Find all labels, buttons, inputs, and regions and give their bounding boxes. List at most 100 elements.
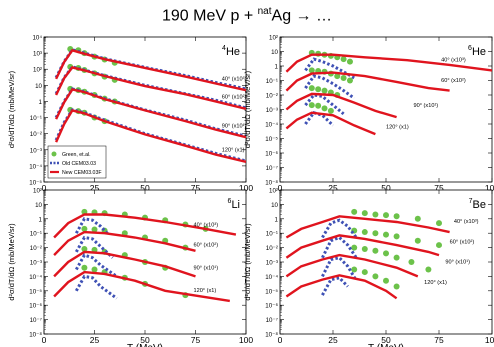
x-tick-label: 0 [42,183,47,193]
angle-annotation: 40° (x10³) [454,219,479,225]
old-cem-curve [321,235,358,259]
angle-annotation: 60° (x10²) [222,95,247,101]
panel-label-main: Li [231,199,240,211]
new-cem-curve [285,71,450,92]
x-tick-label: 50 [140,183,150,193]
x-tick-label: 75 [434,335,444,345]
new-cem-curve [285,92,397,119]
y-tick-label: 10⁻⁸ [265,332,278,339]
new-cem-curve [285,234,440,259]
data-point [81,225,88,232]
data-point [308,102,315,109]
new-cem-curve [53,213,237,239]
new-cem-curve [55,109,246,163]
y-tick-label: 10⁻² [266,93,278,100]
x-tick-label: 100 [485,183,494,193]
data-point [91,226,98,233]
x-tick-label: 100 [239,183,253,193]
data-point [308,67,315,74]
legend-entry: New CEM03.03F [62,170,102,176]
data-point [372,247,379,254]
panel-label-main: He [472,46,486,58]
angle-annotation: 120° (x1) [193,288,216,294]
angle-annotation: 40° (x10³) [193,222,218,228]
x-tick-label: 100 [239,335,253,345]
data-point [393,254,400,261]
angle-annotation: 90° (x10¹) [445,259,470,265]
y-tick-label: 10⁻⁵ [265,288,278,295]
y-tick-label: 10⁻⁵ [29,180,42,187]
panel-label: 7Be [469,198,486,211]
data-point [383,212,389,219]
panel-label: 6He [468,45,486,58]
figure-title-suffix: Ag → … [271,7,332,25]
new-cem-curve [53,230,196,256]
data-point [315,102,322,109]
y-tick-label: 10⁻⁵ [29,288,42,295]
data-point [414,237,421,244]
data-point [383,277,389,284]
plot-content [285,49,492,136]
angle-annotation: 90° (x10¹) [222,123,247,129]
y-axis-label: d²σ/dT/dΩ (mb/MeV/sr) [243,223,252,301]
data-point [346,77,353,84]
angle-annotation: 120° (x1) [222,147,245,153]
legend-entry: Green, et.al. [62,152,91,158]
old-cem-curve [304,110,335,127]
y-tick-label: 10⁻¹ [30,231,42,238]
angle-annotation: 40° (x10³) [222,76,247,82]
angle-annotation: 120° (x1) [424,280,447,286]
panel-label-main: He [226,46,240,58]
figure-title: 190 MeV p + natAg → … [0,6,494,25]
y-tick-label: 10⁻⁸ [265,180,278,187]
y-tick-label: 10⁻² [30,131,42,138]
y-tick-label: 10⁻⁷ [266,165,278,172]
y-tick-label: 10² [33,188,42,195]
new-cem-curve [285,111,376,136]
data-point [334,73,341,80]
x-tick-label: 25 [328,335,338,345]
new-cem-curve [55,48,246,92]
data-point [408,259,415,265]
data-point [372,273,379,280]
data-point [315,86,322,93]
y-tick-label: 10 [35,83,42,90]
data-point [308,85,315,92]
angle-annotation: 60° (x10²) [193,242,218,248]
new-cem-curve [285,215,450,239]
y-tick-label: 10⁻¹ [266,231,278,238]
y-tick-label: 1 [39,99,43,106]
panel-6Li: 10⁻⁸ 10⁻⁷ 10⁻⁶ 10⁻⁵ 10⁻⁴ 10⁻³ 10⁻² 10⁻¹ 1 10 10² 0 2… [7,188,253,347]
x-tick-label: 100 [485,335,494,345]
x-tick-label: 25 [90,183,100,193]
data-point [383,231,389,238]
data-point [361,229,368,236]
y-tick-label: 10⁻³ [266,107,278,114]
panel-label-sup: 6 [228,198,232,205]
angle-annotation: 60° (x10²) [441,78,466,84]
x-tick-label: 0 [278,183,283,193]
data-point [383,250,389,257]
y-tick-label: 10⁻⁶ [265,151,278,158]
y-tick-label: 10⁻³ [30,147,42,154]
y-tick-label: 10 [271,49,278,56]
old-cem-curve [74,217,110,236]
new-cem-curve [285,253,419,278]
data-point [372,211,379,218]
x-tick-label: 50 [140,335,150,345]
y-tick-label: 1 [275,64,279,71]
y-tick-label: 10⁻³ [266,260,278,267]
panel-label-main: Be [473,199,486,211]
old-cem-curve [74,253,118,278]
angle-annotation: 90° (x10¹) [414,103,439,109]
data-point [393,283,400,290]
old-cem-curve [321,218,358,239]
y-tick-label: 10⁻⁶ [265,303,278,310]
y-tick-label: 10⁻⁸ [29,332,42,339]
data-point [321,87,328,94]
panel-7Be: 10⁻⁸ 10⁻⁷ 10⁻⁶ 10⁻⁵ 10⁻⁴ 10⁻³ 10⁻² 10⁻¹ 1 10 10² 0 2… [243,188,494,347]
panel-label: 6Li [228,198,240,211]
panel-4He: 10⁻⁵ 10⁻⁴ 10⁻³ 10⁻² 10⁻¹ 1 10 10² 10³ 10⁴ 0 25 50 75 1… [7,35,253,203]
